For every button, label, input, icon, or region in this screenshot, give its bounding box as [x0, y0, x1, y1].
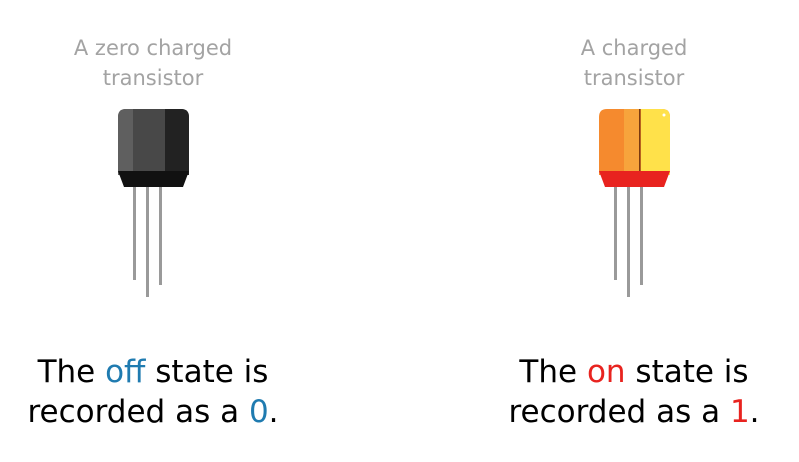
off-line2-suffix: .	[268, 394, 279, 430]
off-state-word: off	[105, 354, 146, 390]
off-panel: A zero charged transistor The off state …	[0, 0, 318, 462]
off-state-value: 0	[248, 394, 269, 430]
off-caption: A zero charged transistor	[0, 33, 318, 93]
on-statement-line1: The on state is	[469, 352, 799, 392]
off-caption-line1: A zero charged	[73, 36, 233, 60]
on-line2-suffix: .	[749, 394, 760, 430]
off-statement-line1: The off state is	[0, 352, 318, 392]
on-caption-line1: A charged	[580, 36, 688, 60]
on-statement: The on state is recorded as a 1.	[469, 352, 799, 432]
on-state-word: on	[586, 354, 626, 390]
on-caption-line2: transistor	[583, 66, 685, 90]
off-line2-prefix: recorded as a	[27, 394, 249, 430]
on-line1-suffix: state is	[625, 354, 749, 390]
on-caption: A charged transistor	[469, 33, 799, 93]
on-panel: A charged transistor The on state is rec…	[469, 0, 799, 462]
off-statement: The off state is recorded as a 0.	[0, 352, 318, 432]
charged-transistor-icon	[599, 109, 670, 297]
on-state-value: 1	[729, 394, 750, 430]
uncharged-transistor-icon	[118, 109, 189, 297]
on-statement-line2: recorded as a 1.	[469, 392, 799, 432]
off-statement-line2: recorded as a 0.	[0, 392, 318, 432]
off-caption-line2: transistor	[102, 66, 204, 90]
on-line2-prefix: recorded as a	[508, 394, 730, 430]
on-line1-prefix: The	[519, 354, 587, 390]
off-line1-prefix: The	[37, 354, 106, 390]
off-line1-suffix: state is	[145, 354, 269, 390]
